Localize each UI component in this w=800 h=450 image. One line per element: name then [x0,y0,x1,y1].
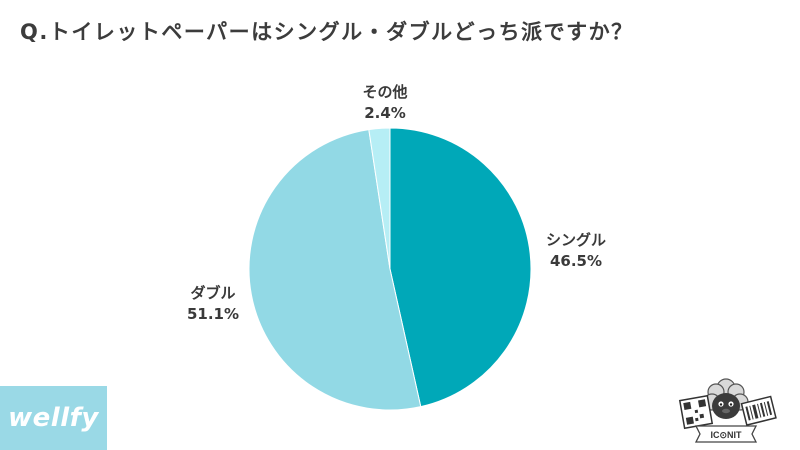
slice-category-label: シングル [546,231,606,249]
slice-category-label: その他 [362,83,407,101]
iconit-logo-text: IC⊙NIT [710,430,742,440]
pie-slice-0 [389,127,532,408]
chart-title: Q.トイレットペーパーはシングル・ダブルどっち派ですか？ [20,20,634,44]
slice-category-label: ダブル [190,284,235,302]
pie-slice-2 [368,127,391,270]
pie-slice-1 [248,129,422,411]
iconit-sheep-logo: IC⊙NIT [678,378,777,443]
wellfy-logo-text: wellfy [8,403,99,433]
slice-value-label: 51.1% [187,305,239,323]
wellfy-logo: wellfy [0,386,107,450]
slice-value-label: 46.5% [550,252,602,270]
slice-value-label: 2.4% [364,104,406,122]
